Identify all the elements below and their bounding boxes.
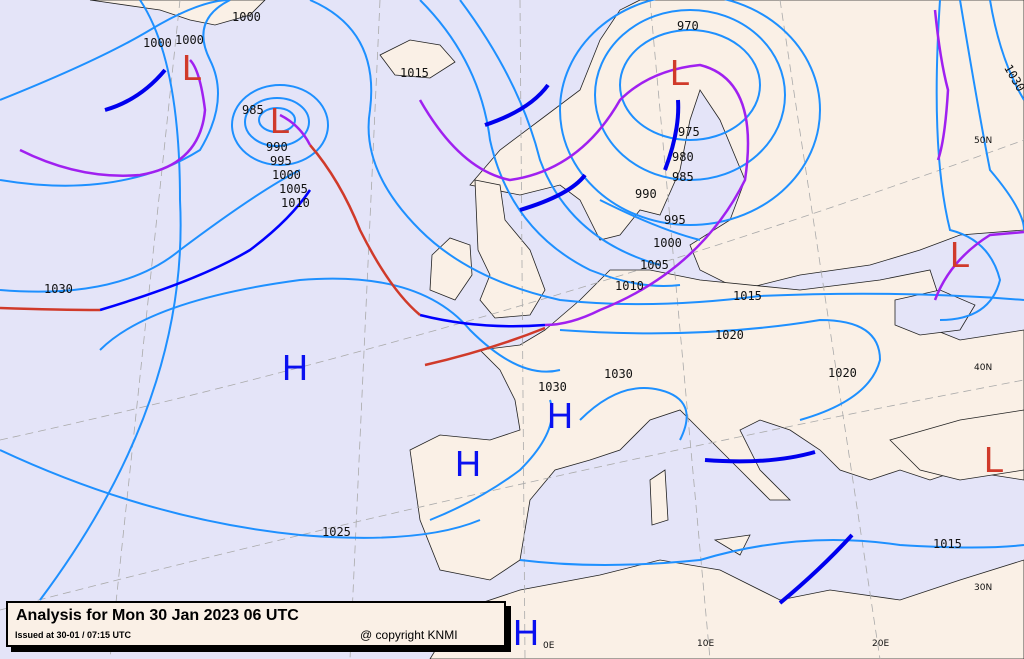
longitude-label: 20E — [872, 639, 890, 649]
isobar-label: 1025 — [322, 525, 351, 539]
low-pressure-center: L — [670, 52, 691, 93]
isobar-label: 1020 — [828, 366, 857, 380]
high-pressure-center: H — [513, 612, 539, 653]
isobar-label: 1015 — [933, 537, 962, 551]
isobar-label: 1005 — [279, 182, 308, 196]
isobar-label: 1000 — [143, 36, 172, 50]
isobar-label: 1010 — [281, 196, 310, 210]
isobar-label: 1030 — [44, 282, 73, 296]
copyright-notice: @ copyright KNMI — [360, 628, 458, 642]
isobar-label: 995 — [664, 213, 686, 227]
isobar-label: 980 — [672, 150, 694, 164]
analysis-title: Analysis for Mon 30 Jan 2023 06 UTC — [16, 607, 299, 624]
isobar-label: 970 — [677, 19, 699, 33]
isobar-label: 1010 — [615, 279, 644, 293]
isobar-label: 985 — [672, 170, 694, 184]
warm-front — [0, 144, 546, 367]
longitude-label: 10E — [697, 639, 715, 649]
occluded-front — [19, 9, 1024, 327]
isobar-label: 995 — [270, 154, 292, 168]
isobar-label: 1020 — [715, 328, 744, 342]
turkey — [889, 409, 1024, 481]
isobar-label: 1000 — [232, 10, 261, 24]
fronts — [0, 9, 1024, 605]
corsica-sardinia — [649, 469, 669, 526]
isobar-label: 990 — [635, 187, 657, 201]
high-pressure-center: H — [282, 347, 308, 388]
isobar-label: 990 — [266, 140, 288, 154]
great-britain — [474, 179, 546, 319]
iceland — [379, 39, 456, 79]
latitude-label: 40N — [974, 363, 993, 373]
isobar-label: 1030 — [538, 380, 567, 394]
isobar-label: 1015 — [400, 66, 429, 80]
land-masses — [89, 0, 1024, 659]
isobar-label: 1005 — [640, 258, 669, 272]
low-pressure-center: L — [950, 234, 971, 275]
isobar-label: 985 — [242, 103, 264, 117]
analysis-caption-box: Analysis for Mon 30 Jan 2023 06 UTC Issu… — [6, 601, 506, 647]
longitude-label: 0E — [543, 641, 555, 651]
trough — [104, 68, 854, 605]
high-pressure-center: H — [455, 443, 481, 484]
isobar-label: 1000 — [653, 236, 682, 250]
low-pressure-center: L — [182, 47, 203, 88]
isobar-label: 975 — [678, 125, 700, 139]
low-pressure-center: L — [984, 439, 1005, 480]
north-africa — [429, 559, 1024, 659]
latitude-label: 50N — [974, 136, 993, 146]
continental-europe — [409, 269, 1024, 581]
isobar-label: 1015 — [733, 289, 762, 303]
high-pressure-center: H — [547, 395, 573, 436]
issued-time: Issued at 30-01 / 07:15 UTC — [15, 630, 132, 640]
latitude-label: 30N — [974, 583, 993, 593]
isobar-label: 1000 — [175, 33, 204, 47]
isobar-label: 1000 — [272, 168, 301, 182]
cold-front — [99, 189, 546, 328]
ireland — [429, 237, 473, 301]
low-pressure-center: L — [270, 100, 291, 141]
isobar-label: 1030 — [604, 367, 633, 381]
isobars — [0, 0, 1024, 601]
